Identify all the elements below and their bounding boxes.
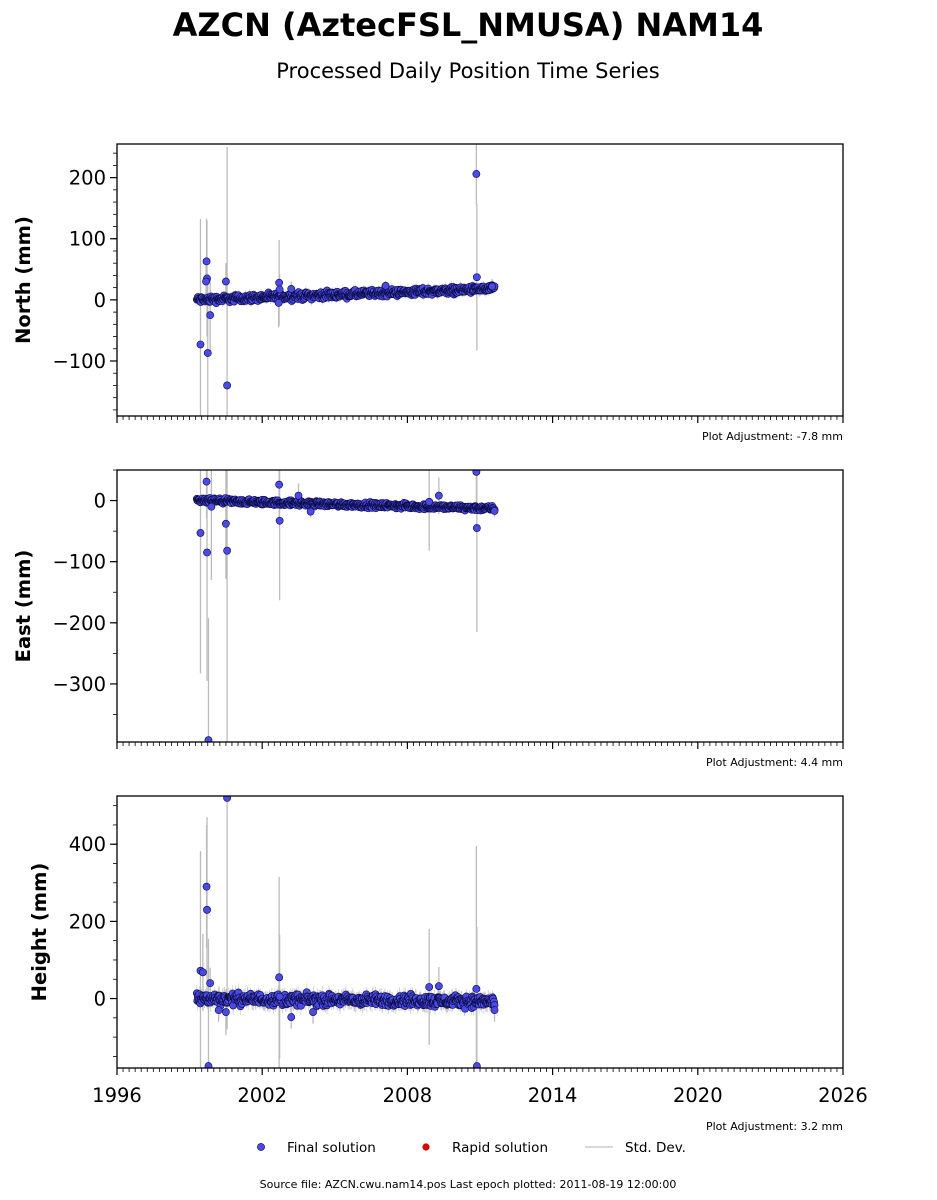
outlier-point bbox=[203, 349, 212, 357]
outlier-point bbox=[425, 983, 434, 991]
y-axis-label: East (mm) bbox=[12, 550, 35, 663]
outlier-point bbox=[287, 1013, 296, 1021]
plot-adjustment-note: Plot Adjustment: 3.2 mm bbox=[706, 1120, 843, 1133]
outlier-point bbox=[223, 546, 232, 555]
outlier-point bbox=[207, 502, 216, 511]
legend-rapid-marker bbox=[422, 1143, 430, 1151]
y-tick-label: 100 bbox=[69, 228, 106, 251]
x-tick-label: 2002 bbox=[237, 1084, 287, 1107]
y-axis-label: North (mm) bbox=[12, 216, 35, 344]
outlier-point bbox=[472, 985, 481, 993]
y-tick-label: 200 bbox=[69, 167, 106, 190]
y-axis-label: Height (mm) bbox=[28, 863, 51, 1002]
panel-0: −100 0 100 200 North (mm) Plot Adjustment: -7… bbox=[12, 143, 844, 443]
source-file-line: Source file: AZCN.cwu.nam14.pos Last epo… bbox=[260, 1178, 677, 1191]
y-tick-label: 200 bbox=[69, 910, 106, 933]
outlier-point bbox=[204, 1062, 213, 1068]
outlier-point bbox=[203, 905, 211, 914]
outlier-point bbox=[434, 982, 443, 991]
outlier-point bbox=[275, 480, 284, 489]
outlier-point bbox=[425, 497, 434, 506]
plot-area bbox=[192, 470, 499, 742]
panel-1: −300 −200 −100 0 East (mm) Plot Adjustment: 4… bbox=[12, 469, 844, 769]
figure-title: AZCN (AztecFSL_NMUSA) NAM14 bbox=[173, 6, 764, 44]
plot-adjustment-note: Plot Adjustment: 4.4 mm bbox=[706, 756, 843, 769]
outlier-point bbox=[275, 278, 284, 287]
y-tick-label: −200 bbox=[52, 612, 106, 635]
legend: Final solution Rapid solution Std. Dev. bbox=[257, 1140, 686, 1156]
outlier-point bbox=[221, 277, 230, 286]
outlier-point bbox=[381, 281, 390, 290]
outlier-point bbox=[214, 1006, 223, 1015]
y-tick-label: 0 bbox=[94, 490, 106, 513]
outlier-point bbox=[202, 257, 211, 266]
outlier-point bbox=[206, 979, 215, 988]
legend-rapid-label: Rapid solution bbox=[452, 1140, 548, 1156]
outlier-point bbox=[221, 1008, 230, 1016]
outlier-point bbox=[275, 992, 284, 1001]
x-tick-label: 1996 bbox=[92, 1084, 142, 1107]
outlier-point bbox=[472, 1062, 481, 1068]
legend-final-label: Final solution bbox=[287, 1140, 376, 1156]
outlier-point bbox=[223, 796, 232, 802]
outlier-point bbox=[275, 973, 284, 982]
plot-adjustment-note: Plot Adjustment: -7.8 mm bbox=[702, 430, 843, 443]
panels: −100 0 100 200 North (mm) Plot Adjustment: -7… bbox=[12, 143, 868, 1133]
outlier-point bbox=[490, 507, 499, 515]
outlier-point bbox=[488, 282, 496, 291]
panel-2: 0 200 400 Height (mm) Plot Adjustment: 3.2 m… bbox=[28, 795, 868, 1133]
outlier-point bbox=[204, 736, 213, 742]
outlier-point bbox=[472, 524, 481, 532]
outlier-point bbox=[472, 170, 481, 178]
outlier-point bbox=[434, 491, 443, 500]
outlier-point bbox=[309, 1008, 317, 1016]
plot-area bbox=[192, 796, 499, 1068]
outlier-point bbox=[275, 516, 284, 525]
outlier-point bbox=[490, 1006, 499, 1015]
x-tick-label: 2014 bbox=[528, 1084, 578, 1107]
y-tick-label: −100 bbox=[52, 350, 106, 373]
outlier-point bbox=[196, 340, 205, 349]
legend-std-label: Std. Dev. bbox=[625, 1140, 686, 1156]
x-tick-label: 2026 bbox=[818, 1084, 868, 1107]
outlier-point bbox=[202, 882, 211, 891]
legend-final-marker bbox=[257, 1143, 265, 1151]
outlier-point bbox=[196, 529, 205, 537]
outlier-point bbox=[221, 519, 230, 528]
y-tick-label: 0 bbox=[94, 988, 106, 1011]
outlier-point bbox=[274, 299, 283, 307]
outlier-point bbox=[202, 477, 211, 486]
y-tick-label: 0 bbox=[94, 289, 106, 312]
outlier-point bbox=[306, 507, 315, 516]
outlier-point bbox=[202, 277, 210, 286]
outlier-point bbox=[203, 548, 211, 557]
outlier-point bbox=[294, 491, 303, 500]
outlier-point bbox=[206, 311, 215, 320]
y-tick-label: −300 bbox=[52, 673, 106, 696]
outlier-point bbox=[472, 470, 481, 476]
outlier-point bbox=[199, 968, 207, 977]
outlier-point bbox=[275, 285, 284, 294]
outlier-point bbox=[287, 284, 296, 293]
x-tick-label: 2020 bbox=[673, 1084, 723, 1107]
y-tick-label: 400 bbox=[69, 833, 106, 856]
outlier-point bbox=[223, 381, 232, 390]
outlier-point bbox=[472, 273, 481, 282]
plot-area bbox=[192, 144, 499, 416]
figure-subtitle: Processed Daily Position Time Series bbox=[276, 59, 660, 83]
y-tick-label: −100 bbox=[52, 551, 106, 574]
x-tick-label: 2008 bbox=[383, 1084, 433, 1107]
